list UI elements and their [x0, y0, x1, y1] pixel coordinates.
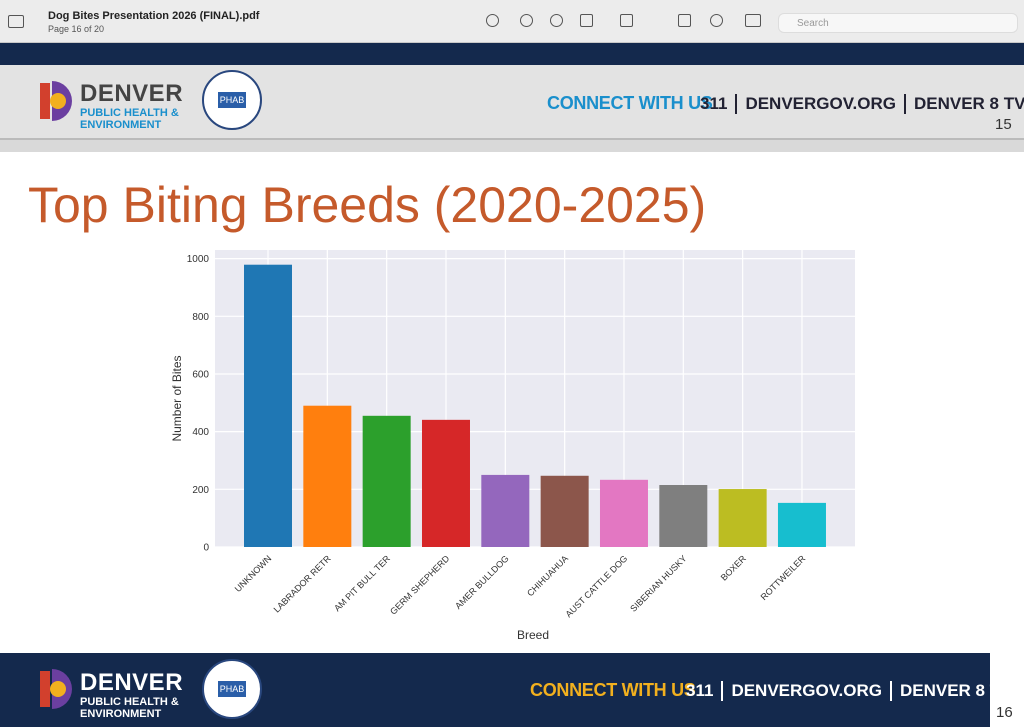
bar	[362, 415, 411, 547]
bar	[718, 489, 767, 547]
x-axis-title: Breed	[517, 628, 549, 642]
slide-header: DENVER PUBLIC HEALTH & ENVIRONMENT PHAB …	[0, 65, 1024, 140]
share-button[interactable]	[580, 14, 593, 27]
connect-label: CONNECT WITH US	[530, 680, 696, 700]
x-tick-label: CHIHUAHUA	[525, 553, 570, 598]
y-tick-label: 600	[192, 369, 209, 380]
contact-link: DENVERGOV.ORG	[735, 94, 904, 114]
slide-edge	[0, 43, 1024, 65]
connect-label: CONNECT WITH US	[547, 93, 713, 113]
contact-link: DENVER 8 TV	[889, 681, 1019, 701]
bar	[659, 485, 708, 547]
slide-footer: DENVER PUBLIC HEALTH & ENVIRONMENT PHAB …	[0, 653, 1024, 727]
x-tick-label: SIBERIAN HUSKY	[628, 553, 688, 613]
page-number: 16	[996, 704, 1013, 721]
phab-badge: PHAB	[202, 70, 262, 130]
zoom-in-button[interactable]	[550, 14, 563, 27]
x-tick-label: AMER BULLDOG	[453, 553, 511, 611]
contact-link: DENVER 8 TV	[903, 94, 1024, 114]
rotate-button[interactable]	[678, 14, 691, 27]
search-field[interactable]: Search	[778, 13, 1018, 33]
x-tick-label: BOXER	[719, 553, 749, 583]
annotate-button[interactable]	[710, 14, 723, 27]
contact-link: DENVERGOV.ORG	[721, 681, 890, 701]
contact-links: 311 DENVERGOV.ORG DENVER 8 TV	[678, 681, 1019, 701]
contact-link: 311	[686, 681, 714, 700]
bar	[421, 419, 470, 547]
bar	[244, 264, 292, 547]
org-line: PUBLIC HEALTH &	[80, 107, 179, 119]
form-button[interactable]	[745, 14, 761, 27]
x-tick-label: UNKNOWN	[233, 553, 274, 594]
org-name: DENVER	[80, 669, 184, 696]
x-tick-label: LABRADOR RETR	[272, 553, 334, 615]
y-tick-label: 1000	[187, 254, 210, 265]
x-tick-label: GERM SHEPHERD	[388, 553, 452, 617]
y-tick-label: 0	[203, 543, 209, 554]
org-line: PUBLIC HEALTH &	[80, 696, 179, 708]
y-axis-title: Number of Bites	[170, 355, 184, 441]
bar	[481, 474, 530, 547]
x-tick-label: ROTTWEILER	[759, 553, 808, 602]
y-tick-label: 800	[192, 312, 209, 323]
x-tick-label: AM PIT BULL TER	[332, 553, 392, 613]
badge-text: PHAB	[217, 681, 247, 697]
sidebar-button[interactable]	[8, 15, 24, 28]
bar	[540, 475, 589, 547]
org-line: ENVIRONMENT	[80, 708, 162, 720]
page-number: 15	[995, 116, 1012, 133]
toolbar: Dog Bites Presentation 2026 (FINAL).pdf …	[0, 0, 1024, 43]
bar	[303, 405, 352, 547]
x-tick-label: AUST CATTLE DOG	[564, 553, 630, 619]
bar	[599, 479, 648, 547]
document-title: Dog Bites Presentation 2026 (FINAL).pdf	[48, 10, 260, 22]
phab-badge: PHAB	[202, 659, 262, 719]
page-margin	[990, 653, 1024, 727]
y-tick-label: 200	[192, 485, 209, 496]
contact-links: 311 DENVERGOV.ORG DENVER 8 TV	[692, 94, 1024, 114]
y-tick-label: 400	[192, 427, 209, 438]
markup-button[interactable]	[620, 14, 633, 27]
slide-title: Top Biting Breeds (2020-2025)	[28, 177, 707, 233]
org-line: ENVIRONMENT	[80, 119, 162, 131]
badge-text: PHAB	[217, 92, 247, 108]
logo-mark	[40, 669, 72, 709]
zoom-out-button[interactable]	[520, 14, 533, 27]
bar	[777, 502, 826, 547]
page-indicator: Page 16 of 20	[48, 24, 105, 34]
contact-link: 311	[700, 94, 728, 113]
org-name: DENVER	[80, 80, 184, 107]
info-button[interactable]	[486, 14, 499, 27]
logo-mark	[40, 81, 72, 121]
